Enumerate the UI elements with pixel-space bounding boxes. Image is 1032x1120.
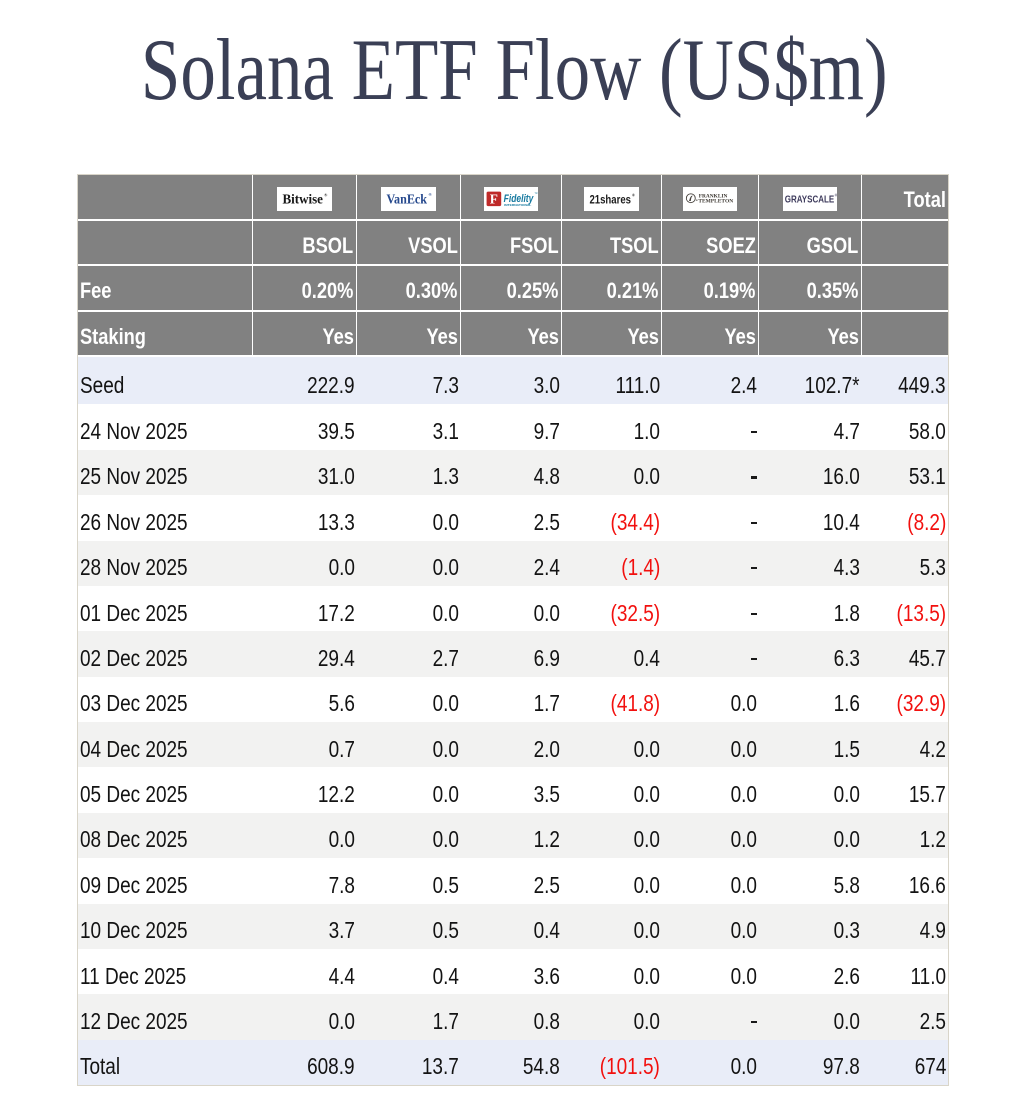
svg-text:®: ® <box>324 193 328 198</box>
svg-text:®: ® <box>632 193 635 198</box>
svg-text:™: ™ <box>534 192 538 196</box>
svg-text:GRAYSCALE: GRAYSCALE <box>785 195 835 206</box>
svg-text:Bitwise: Bitwise <box>283 192 324 207</box>
svg-text:21shares: 21shares <box>590 193 632 207</box>
svg-text:TEMPLETON: TEMPLETON <box>698 200 733 205</box>
svg-text:VanEck: VanEck <box>387 192 428 207</box>
svg-text:®: ® <box>429 192 433 197</box>
svg-text:Fidelity: Fidelity <box>503 193 533 205</box>
svg-text:FRANKLIN: FRANKLIN <box>699 195 728 200</box>
svg-text:INTERNATIONAL: INTERNATIONAL <box>504 203 531 207</box>
svg-text:®: ® <box>835 194 838 198</box>
svg-text:F: F <box>490 192 498 207</box>
